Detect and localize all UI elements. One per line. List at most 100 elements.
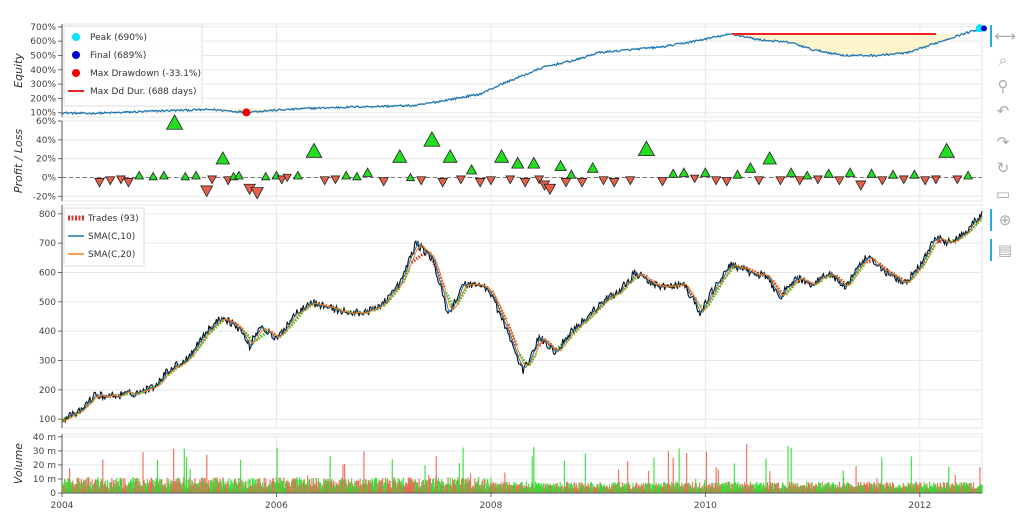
trade-marker bbox=[637, 140, 656, 157]
trade-marker bbox=[519, 178, 531, 188]
volume-bar bbox=[261, 482, 264, 493]
volume-bar bbox=[458, 463, 460, 493]
volume-bar bbox=[629, 484, 631, 493]
volume-bar bbox=[89, 481, 92, 493]
trade-marker bbox=[834, 176, 845, 186]
price-ytick-label: 500 bbox=[39, 298, 56, 308]
volume-bar bbox=[427, 480, 429, 493]
redo-tool[interactable]: ↷ bbox=[990, 131, 1016, 153]
volume-bar bbox=[567, 481, 569, 493]
volume-bar bbox=[401, 479, 403, 493]
volume-bar bbox=[342, 464, 344, 493]
trade-segment bbox=[949, 235, 964, 244]
pan-tool[interactable]: ⟷ bbox=[990, 25, 1018, 47]
volume-bar bbox=[484, 479, 486, 493]
profit-loss-panel[interactable]: -20% 0% 20% 40% 60% Profit / Loss bbox=[12, 114, 983, 202]
trade-marker bbox=[732, 169, 743, 179]
volume-bar bbox=[533, 446, 535, 493]
sma20-line bbox=[61, 217, 983, 422]
volume-panel[interactable]: 0 10 m 20 m 30 m 40 m Volume bbox=[12, 433, 983, 499]
pan-icon: ⟷ bbox=[994, 27, 1016, 45]
price-panel[interactable]: 100 200 300 400 500 600 700 800 Trades (93) SMA(C… bbox=[39, 204, 983, 429]
volume-bar bbox=[242, 481, 244, 493]
volume-bar bbox=[120, 479, 123, 493]
volume-bar bbox=[733, 463, 735, 493]
box-zoom-tool[interactable]: ⌕ bbox=[990, 49, 1016, 71]
trade-marker bbox=[134, 170, 145, 180]
trade-marker bbox=[527, 156, 541, 169]
trade-marker bbox=[560, 178, 572, 188]
volume-bar bbox=[705, 451, 708, 493]
volume-bar bbox=[273, 481, 275, 493]
volume-bar bbox=[283, 477, 285, 493]
trade-marker bbox=[341, 170, 352, 180]
volume-bar bbox=[307, 481, 309, 493]
volume-bar bbox=[756, 481, 758, 493]
volume-bar bbox=[632, 483, 634, 493]
volume-bar bbox=[972, 482, 975, 493]
volume-bar bbox=[79, 483, 81, 493]
x-tick-label: 2008 bbox=[479, 501, 502, 511]
volume-bar bbox=[288, 482, 290, 493]
volume-bar bbox=[102, 459, 104, 493]
volume-bar bbox=[877, 482, 880, 493]
volume-bar bbox=[592, 484, 594, 493]
volume-bar bbox=[114, 479, 116, 493]
volume-bar bbox=[231, 481, 233, 493]
volume-bar bbox=[505, 482, 507, 493]
equity-ytick-label: 700% bbox=[30, 23, 56, 33]
volume-bar bbox=[215, 478, 217, 493]
volume-bar bbox=[247, 479, 249, 493]
pl-ytick-label: 20% bbox=[36, 155, 56, 165]
volume-bar bbox=[376, 478, 378, 493]
trade-marker bbox=[794, 176, 805, 186]
trade-marker bbox=[938, 142, 956, 158]
volume-bar bbox=[265, 478, 267, 493]
volume-bar bbox=[344, 464, 346, 493]
volume-bar bbox=[792, 482, 794, 493]
volume-bar bbox=[402, 477, 405, 493]
wheel-zoom-tool[interactable]: ⚲ bbox=[990, 75, 1016, 97]
volume-bar bbox=[187, 479, 189, 493]
hover-tool[interactable]: ▤ bbox=[990, 239, 1018, 261]
trade-marker bbox=[148, 171, 158, 181]
trade-marker bbox=[920, 176, 931, 186]
trade-segment bbox=[410, 249, 429, 264]
volume-bar bbox=[876, 478, 878, 493]
equity-ytick-label: 400% bbox=[30, 66, 56, 76]
equity-ytick-label: 600% bbox=[30, 37, 56, 47]
volume-bar bbox=[940, 483, 942, 493]
price-legend-item: SMA(C,10) bbox=[88, 232, 135, 242]
volume-ytick-label: 20 m bbox=[33, 461, 56, 471]
equity-drawdown-area bbox=[62, 27, 982, 115]
pl-ytick-label: -20% bbox=[33, 192, 57, 202]
volume-bar bbox=[981, 484, 983, 493]
volume-bar bbox=[185, 457, 188, 493]
volume-bar bbox=[208, 480, 210, 493]
volume-bar bbox=[623, 483, 625, 493]
crosshair-tool[interactable]: ⊕ bbox=[990, 209, 1018, 231]
undo-tool[interactable]: ↶ bbox=[990, 100, 1016, 122]
volume-bar bbox=[104, 480, 107, 493]
volume-bar bbox=[555, 483, 557, 493]
trade-marker bbox=[485, 176, 496, 186]
trade-marker bbox=[689, 174, 700, 184]
price-legend: Trades (93) SMA(C,10) SMA(C,20) bbox=[63, 207, 145, 267]
volume-bar bbox=[542, 483, 545, 493]
volume-bar bbox=[497, 484, 500, 493]
volume-bar bbox=[790, 447, 792, 493]
volume-bar bbox=[948, 466, 950, 493]
volume-bar bbox=[795, 483, 797, 493]
volume-bar bbox=[649, 483, 651, 493]
reset-tool[interactable]: ↻ bbox=[990, 157, 1016, 179]
volume-bar bbox=[465, 478, 467, 493]
trade-marker bbox=[554, 159, 567, 172]
save-tool[interactable]: ▭ bbox=[990, 183, 1016, 205]
trade-marker bbox=[855, 180, 867, 191]
volume-bar bbox=[126, 485, 129, 493]
volume-bar bbox=[414, 479, 416, 493]
volume-bar bbox=[578, 483, 580, 493]
redo-icon: ↷ bbox=[996, 133, 1010, 151]
equity-panel[interactable]: 100% 200% 300% 400% 500% 600% 700% Equity Peak (… bbox=[12, 23, 987, 119]
